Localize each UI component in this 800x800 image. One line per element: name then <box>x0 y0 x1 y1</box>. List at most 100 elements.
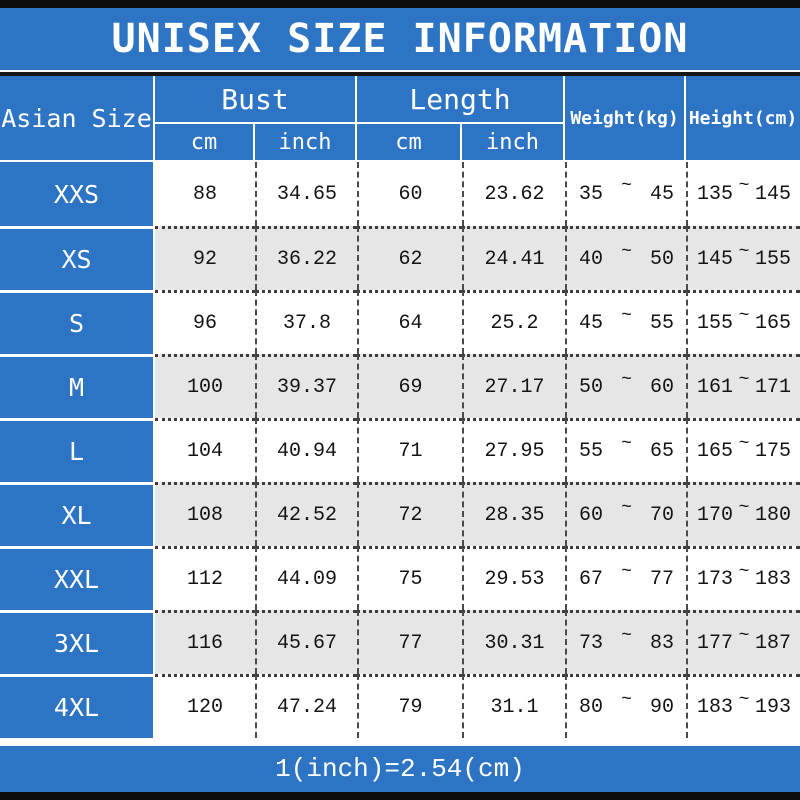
table-row-l: L 104 40.94 71 27.95 55 ~65 165 ~175 <box>0 418 800 482</box>
size-cell: XS <box>0 226 155 290</box>
header-unit-length-cm: cm <box>357 124 462 160</box>
size-cell: XL <box>0 482 155 546</box>
title-divider <box>0 72 800 76</box>
height-range-cell: 145 ~155 <box>686 226 800 290</box>
tilde-separator: ~ <box>621 241 632 262</box>
header-asian-size: Asian Size <box>0 76 155 160</box>
length-inch-cell: 30.31 <box>462 610 565 674</box>
footer-gap <box>0 738 800 746</box>
weight-range-cell: 35 ~45 <box>565 162 686 226</box>
weight-range-cell: 40 ~50 <box>565 226 686 290</box>
tilde-separator: ~ <box>621 433 632 454</box>
height-min: 183 <box>697 696 734 719</box>
table-row-m: M 100 39.37 69 27.17 50 ~60 161 ~171 <box>0 354 800 418</box>
height-range-cell: 183 ~193 <box>686 674 800 738</box>
length-inch-cell: 24.41 <box>462 226 565 290</box>
tilde-separator: ~ <box>738 625 750 646</box>
height-min: 173 <box>697 568 734 591</box>
height-range-cell: 170 ~180 <box>686 482 800 546</box>
length-inch-cell: 28.35 <box>462 482 565 546</box>
tilde-separator: ~ <box>621 625 632 646</box>
table-body: XXS 88 34.65 60 23.62 35 ~45 135 ~145 XS 9… <box>0 162 800 738</box>
bust-cm-cell: 116 <box>155 610 255 674</box>
table-row-xs: XS 92 36.22 62 24.41 40 ~50 145 ~155 <box>0 226 800 290</box>
table-row-3xl: 3XL 116 45.67 77 30.31 73 ~83 177 ~187 <box>0 610 800 674</box>
tilde-separator: ~ <box>738 433 750 454</box>
bust-inch-cell: 39.37 <box>255 354 357 418</box>
tilde-separator: ~ <box>621 497 632 518</box>
length-cm-cell: 64 <box>357 290 462 354</box>
length-inch-cell: 29.53 <box>462 546 565 610</box>
length-cm-cell: 69 <box>357 354 462 418</box>
weight-min: 55 <box>579 440 604 463</box>
tilde-separator: ~ <box>738 369 750 390</box>
bust-inch-cell: 45.67 <box>255 610 357 674</box>
weight-max: 60 <box>649 376 674 399</box>
height-min: 170 <box>697 504 734 527</box>
header-length: Length <box>357 76 565 124</box>
bust-inch-cell: 34.65 <box>255 162 357 226</box>
table-row-xxl: XXL 112 44.09 75 29.53 67 ~77 173 ~183 <box>0 546 800 610</box>
bust-cm-cell: 104 <box>155 418 255 482</box>
height-range-cell: 173 ~183 <box>686 546 800 610</box>
header-unit-length-inch: inch <box>462 124 565 160</box>
weight-max: 55 <box>649 312 674 335</box>
bust-inch-cell: 47.24 <box>255 674 357 738</box>
weight-min: 50 <box>579 376 604 399</box>
header-height-cm: Height(cm) <box>688 107 798 129</box>
bust-cm-cell: 96 <box>155 290 255 354</box>
weight-max: 45 <box>649 182 674 206</box>
bust-inch-cell: 44.09 <box>255 546 357 610</box>
bottom-black-strip <box>0 792 800 800</box>
height-max: 175 <box>754 440 791 463</box>
length-cm-cell: 71 <box>357 418 462 482</box>
size-cell: XXL <box>0 546 155 610</box>
weight-range-cell: 73 ~83 <box>565 610 686 674</box>
weight-max: 90 <box>649 696 674 719</box>
weight-min: 40 <box>579 248 604 271</box>
bust-cm-cell: 88 <box>155 162 255 226</box>
length-inch-cell: 23.62 <box>462 162 565 226</box>
length-cm-cell: 79 <box>357 674 462 738</box>
bust-cm-cell: 92 <box>155 226 255 290</box>
length-cm-cell: 75 <box>357 546 462 610</box>
weight-max: 77 <box>649 568 674 591</box>
weight-max: 70 <box>649 504 674 527</box>
tilde-separator: ~ <box>738 176 750 196</box>
tilde-separator: ~ <box>738 689 750 710</box>
bust-inch-cell: 37.8 <box>255 290 357 354</box>
conversion-note: 1(inch)=2.54(cm) <box>275 754 525 784</box>
height-range-cell: 165 ~175 <box>686 418 800 482</box>
size-cell: XXS <box>0 162 155 226</box>
tilde-separator: ~ <box>621 369 632 390</box>
table-row-s: S 96 37.8 64 25.2 45 ~55 155 ~165 <box>0 290 800 354</box>
bust-inch-cell: 42.52 <box>255 482 357 546</box>
weight-range-cell: 60 ~70 <box>565 482 686 546</box>
header-unit-bust-inch: inch <box>255 124 357 160</box>
weight-range-cell: 80 ~90 <box>565 674 686 738</box>
height-min: 161 <box>697 376 734 399</box>
bust-inch-cell: 36.22 <box>255 226 357 290</box>
bust-cm-cell: 100 <box>155 354 255 418</box>
weight-min: 73 <box>579 632 604 655</box>
weight-max: 65 <box>649 440 674 463</box>
title-bar: UNISEX SIZE INFORMATION <box>0 8 800 72</box>
height-range-cell: 161 ~171 <box>686 354 800 418</box>
height-min: 155 <box>697 312 734 335</box>
tilde-separator: ~ <box>621 561 632 582</box>
bust-inch-cell: 40.94 <box>255 418 357 482</box>
height-max: 180 <box>754 504 791 527</box>
size-cell: M <box>0 354 155 418</box>
weight-max: 83 <box>649 632 674 655</box>
height-max: 171 <box>754 376 791 399</box>
tilde-separator: ~ <box>738 305 750 326</box>
header-bust: Bust <box>155 76 357 124</box>
weight-max: 50 <box>649 248 674 271</box>
length-cm-cell: 77 <box>357 610 462 674</box>
top-black-strip <box>0 0 800 8</box>
length-cm-cell: 62 <box>357 226 462 290</box>
length-cm-cell: 60 <box>357 162 462 226</box>
height-min: 165 <box>697 440 734 463</box>
length-inch-cell: 27.17 <box>462 354 565 418</box>
tilde-separator: ~ <box>621 689 632 710</box>
